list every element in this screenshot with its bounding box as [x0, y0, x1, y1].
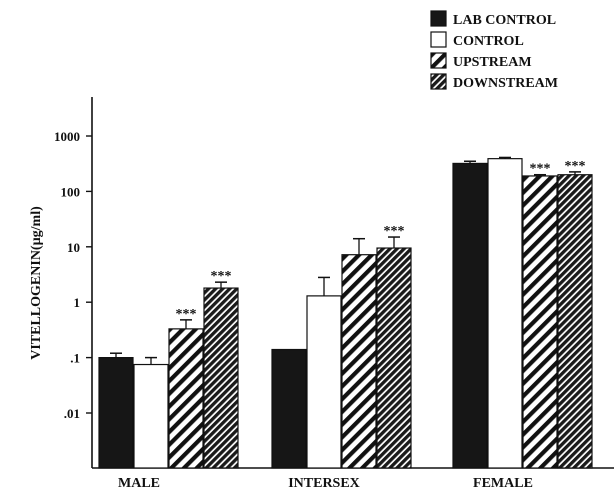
significance-marker: ***: [176, 307, 197, 322]
y-tick-label: .01: [64, 406, 80, 421]
legend-entry: LAB CONTROL: [453, 13, 556, 28]
legend-swatch: [430, 10, 447, 27]
bar-downstream-male: [203, 287, 239, 469]
significance-marker: ***: [530, 162, 551, 177]
y-ticks: .01 .1 1 10 100 1000: [54, 129, 92, 421]
legend: LAB CONTROL CONTROL UPSTREAM DOWNSTREAM: [430, 10, 558, 91]
bar-control-intersex: [306, 295, 342, 469]
category-labels: MALE INTERSEX FEMALE: [118, 476, 533, 491]
bar-control-male: [133, 363, 169, 469]
bar-upstream-female: [522, 175, 558, 469]
bar-downstream-intersex: [376, 247, 412, 469]
category-label-female: FEMALE: [473, 476, 533, 491]
legend-swatch: [430, 73, 447, 90]
error-bars: [110, 156, 581, 365]
legend-entry: UPSTREAM: [453, 55, 532, 70]
y-tick-label: 1000: [54, 129, 80, 144]
legend-swatch: [430, 31, 447, 48]
bar-downstream-female: [557, 174, 593, 469]
y-tick-label: 100: [61, 184, 81, 199]
category-label-male: MALE: [118, 476, 160, 491]
significance-marker: ***: [384, 224, 405, 239]
bar-upstream-male: [168, 328, 204, 469]
bar-lab-control-male: [98, 357, 134, 469]
significance-marker: ***: [211, 269, 232, 284]
bar-control-female: [487, 158, 523, 469]
bar-lab-control-intersex: [271, 348, 307, 469]
bar-upstream-intersex: [341, 254, 377, 469]
significance-markers: *** *** *** *** ***: [176, 159, 586, 322]
y-axis-label: VITELLOGENIN(µg/ml): [29, 206, 44, 360]
legend-entry: CONTROL: [453, 34, 524, 49]
y-tick-label: 10: [67, 240, 80, 255]
bars: [98, 158, 593, 469]
y-tick-label: 1: [74, 295, 81, 310]
significance-marker: ***: [565, 159, 586, 174]
legend-swatch: [430, 52, 447, 69]
legend-entry: DOWNSTREAM: [453, 76, 558, 91]
bar-lab-control-female: [452, 162, 488, 469]
category-label-intersex: INTERSEX: [288, 476, 360, 491]
y-tick-label: .1: [70, 351, 80, 366]
